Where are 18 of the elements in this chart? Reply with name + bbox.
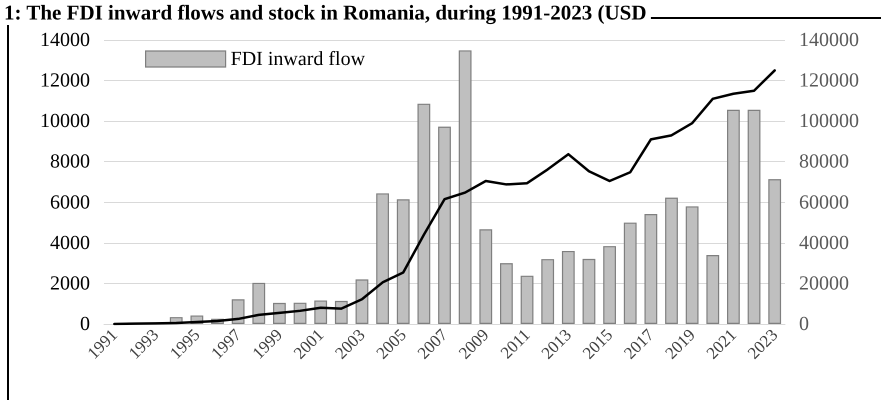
y2-tick-label: 80000 (799, 150, 849, 173)
y-tick-label: 10000 (40, 110, 90, 132)
y2-tick-label: 60000 (799, 191, 849, 214)
y-tick-label: 0 (80, 313, 90, 335)
y-tick-label: 6000 (50, 191, 90, 214)
chart-title: 1: The FDI inward flows and stock in Romania, during 1991-2023 (USD (4, 0, 647, 24)
y2-tick-label: 20000 (799, 272, 849, 294)
y-tick-label: 8000 (50, 150, 90, 173)
y-tick-label: 2000 (50, 272, 90, 294)
y-tick-label: 14000 (40, 29, 90, 51)
y2-tick-label: 120000 (799, 70, 859, 92)
y2-tick-label: 100000 (799, 110, 859, 132)
y2-tick-label: 0 (799, 313, 809, 335)
y-tick-label: 4000 (50, 232, 90, 254)
y2-tick-label: 40000 (799, 232, 849, 254)
y2-tick-label: 140000 (799, 29, 859, 51)
legend-label: FDI inward flow (230, 48, 366, 70)
y-tick-label: 12000 (40, 70, 90, 92)
